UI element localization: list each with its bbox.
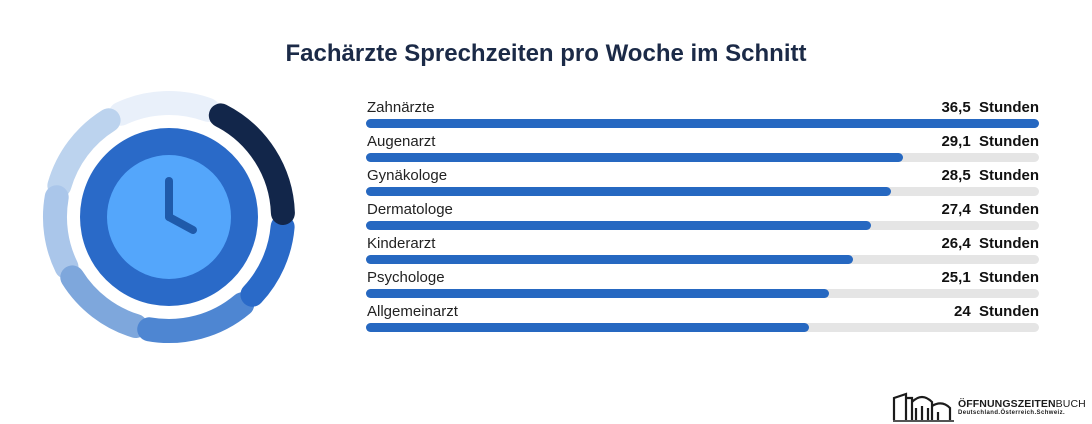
brand-name: ÖFFNUNGSZEITENBUCH xyxy=(958,398,1086,410)
bar-value-label: 26,4 Stunden xyxy=(941,235,1039,252)
bar-track xyxy=(366,255,1039,264)
bar-category-label: Kinderarzt xyxy=(367,235,436,252)
bar-category-label: Augenarzt xyxy=(367,133,436,150)
bar-row: Dermatologe 27,4 Stunden xyxy=(366,201,1039,235)
ring-segment xyxy=(60,265,148,338)
bar-track xyxy=(366,289,1039,298)
bar-chart: Zahnärzte 36,5 Stunden Augenarzt 29,1 Stund… xyxy=(366,99,1039,337)
bar-value-label: 25,1 Stunden xyxy=(941,269,1039,286)
bar xyxy=(366,119,1039,128)
bar-category-label: Gynäkologe xyxy=(367,167,448,184)
bar xyxy=(366,187,891,196)
bar-row: Augenarzt 29,1 Stunden xyxy=(366,133,1039,167)
bar-value-label: 29,1 Stunden xyxy=(941,133,1039,150)
bar-value-label: 24 Stunden xyxy=(953,303,1039,320)
ring-segment xyxy=(47,108,121,198)
bar xyxy=(366,289,829,298)
bar-category-label: Psychologe xyxy=(367,269,445,286)
bar-category-label: Dermatologe xyxy=(367,201,453,218)
bar xyxy=(366,255,853,264)
progress-ring-segments xyxy=(43,91,295,343)
ring-segment xyxy=(108,91,220,126)
bar-track xyxy=(366,119,1039,128)
bar xyxy=(366,221,871,230)
bar-track xyxy=(366,323,1039,332)
clock-icon xyxy=(165,177,197,234)
bar-track xyxy=(366,221,1039,230)
bar-category-label: Zahnärzte xyxy=(367,99,435,116)
bar-row: Kinderarzt 26,4 Stunden xyxy=(366,235,1039,269)
clock-illustration xyxy=(43,91,295,343)
building-icon xyxy=(892,392,954,422)
bar xyxy=(366,153,903,162)
bar-track xyxy=(366,153,1039,162)
ring-segment xyxy=(43,185,79,279)
bar-row: Psychologe 25,1 Stunden xyxy=(366,269,1039,303)
ring-segment xyxy=(208,103,295,225)
bar-row: Zahnärzte 36,5 Stunden xyxy=(366,99,1039,133)
bar-track xyxy=(366,187,1039,196)
clock-minute-hand xyxy=(165,213,197,234)
bar-value-label: 28,5 Stunden xyxy=(941,167,1039,184)
bar xyxy=(366,323,809,332)
brand-logo: ÖFFNUNGSZEITENBUCH Deutschland.Österreic… xyxy=(892,388,1086,422)
bar-row: Gynäkologe 28,5 Stunden xyxy=(366,167,1039,201)
bar-category-label: Allgemeinarzt xyxy=(367,303,458,320)
chart-title: Fachärzte Sprechzeiten pro Woche im Schn… xyxy=(285,40,807,67)
bar-value-label: 36,5 Stunden xyxy=(941,99,1039,116)
brand-tagline: Deutschland.Österreich.Schweiz. xyxy=(958,410,1066,416)
bar-row: Allgemeinarzt 24 Stunden xyxy=(366,303,1039,337)
ring-segment xyxy=(240,214,295,307)
ring-segment xyxy=(137,292,255,343)
bar-value-label: 27,4 Stunden xyxy=(941,201,1039,218)
